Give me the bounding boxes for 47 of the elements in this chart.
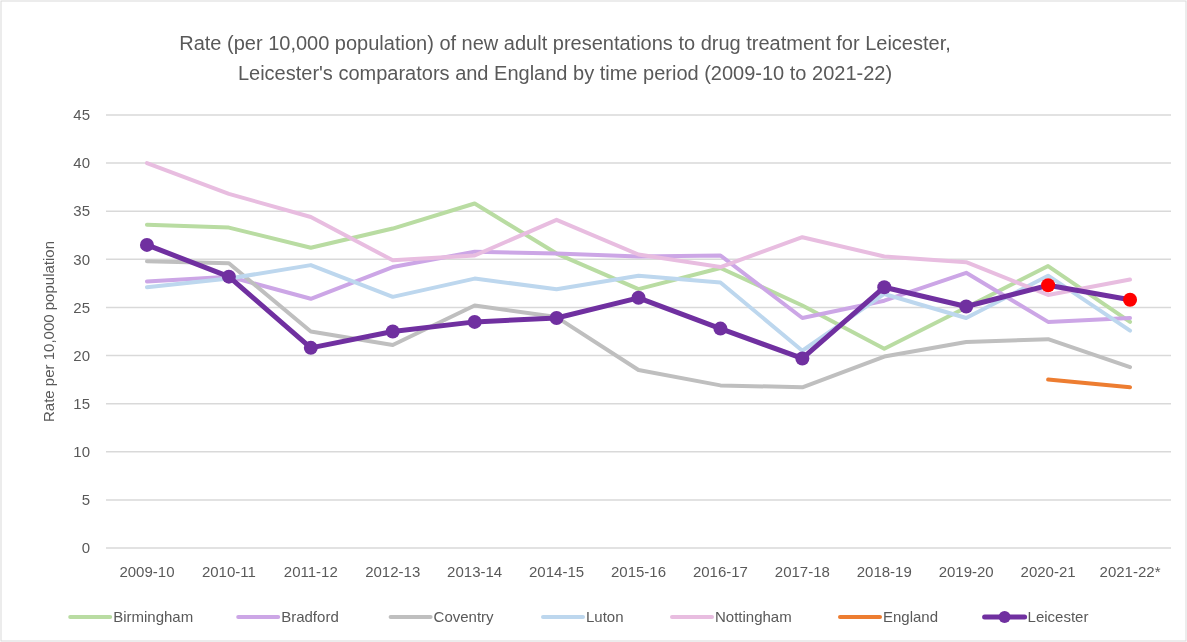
point <box>385 324 400 339</box>
line-series <box>144 259 1133 390</box>
x-tick-label: 2019-20 <box>938 563 994 580</box>
point <box>713 321 728 336</box>
legend-label: Nottingham <box>715 608 792 626</box>
x-tick-label: 2016-17 <box>692 563 748 580</box>
legend-label: Coventry <box>433 608 495 626</box>
legend-label: Leicester <box>1027 608 1089 626</box>
y-tick-label: 35 <box>73 202 90 220</box>
y-tick-label: 15 <box>73 394 90 412</box>
y-tick-label: 10 <box>73 443 90 461</box>
point <box>795 351 810 366</box>
x-tick-label: 2017-18 <box>774 563 830 580</box>
point <box>303 340 318 355</box>
point <box>221 269 236 284</box>
y-axis-title: Rate per 10,000 population <box>40 241 57 422</box>
y-tick-label: 40 <box>73 154 90 172</box>
point <box>1041 278 1056 293</box>
legend-label: Birmingham <box>113 608 194 626</box>
x-tick-label: 2014-15 <box>529 563 585 580</box>
y-tick-label: 30 <box>73 250 90 268</box>
x-tick-label: 2015-16 <box>610 563 667 580</box>
legend-label: Bradford <box>281 608 339 626</box>
point <box>877 280 892 295</box>
point <box>1123 292 1138 307</box>
point <box>631 290 646 305</box>
x-tick-label: 2012-13 <box>365 563 421 580</box>
x-tick-label: 2020-21 <box>1020 563 1076 580</box>
point <box>959 299 974 314</box>
point <box>467 314 482 329</box>
y-tick-label: 45 <box>73 106 90 124</box>
y-tick-label: 25 <box>73 298 90 316</box>
line-series <box>144 161 1133 297</box>
legend-label: England <box>883 608 939 626</box>
x-tick-label: 2013-14 <box>447 563 503 580</box>
y-tick-label: 0 <box>81 539 90 557</box>
y-tick-label: 5 <box>81 491 90 509</box>
point <box>549 311 564 326</box>
x-tick-label: 2011-12 <box>283 563 338 580</box>
x-tick-label: 2009-10 <box>119 563 175 580</box>
point <box>139 237 154 252</box>
legend-label: Luton <box>586 608 624 626</box>
x-tick-label: 2010-11 <box>201 563 256 580</box>
y-tick-label: 20 <box>73 346 90 364</box>
x-tick-label: 2021-22* <box>1099 563 1161 580</box>
x-tick-label: 2018-19 <box>856 563 912 580</box>
chart-title: Rate (per 10,000 population) of new adult presentations to drug treatment for Leicester, Leicester's comparators and England by time period (2009-10 to 2021-22) <box>179 32 951 84</box>
